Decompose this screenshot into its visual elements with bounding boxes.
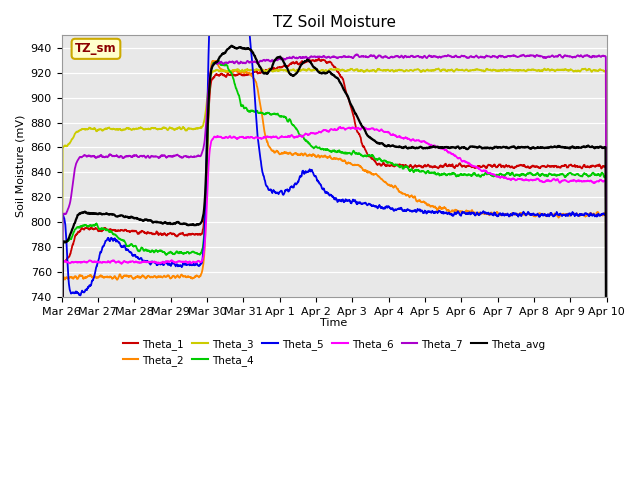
Theta_avg — [228, 43, 236, 48]
Theta_4 — [86, 223, 93, 229]
Theta_7 — [86, 153, 93, 158]
Theta_3 — [323, 68, 330, 74]
Theta_7 — [588, 54, 595, 60]
Theta_2 — [323, 154, 331, 160]
X-axis label: Time: Time — [321, 318, 348, 328]
Theta_avg — [86, 211, 93, 216]
Theta_2 — [86, 273, 93, 279]
Y-axis label: Soil Moisture (mV): Soil Moisture (mV) — [15, 115, 25, 217]
Theta_avg — [588, 144, 595, 150]
Theta_6 — [86, 258, 93, 264]
Line: Theta_avg: Theta_avg — [61, 46, 607, 480]
Theta_6 — [323, 128, 330, 134]
Theta_5 — [86, 283, 93, 288]
Theta_5 — [487, 211, 495, 217]
Theta_5 — [587, 210, 595, 216]
Theta_3 — [86, 125, 93, 131]
Text: TZ_sm: TZ_sm — [75, 42, 116, 55]
Theta_3 — [487, 68, 495, 73]
Theta_7 — [308, 54, 316, 60]
Theta_avg — [308, 62, 316, 68]
Theta_5 — [308, 169, 316, 175]
Theta_2 — [308, 152, 316, 158]
Theta_4 — [487, 172, 495, 178]
Theta_7 — [353, 51, 361, 57]
Theta_5 — [323, 190, 331, 195]
Theta_3 — [588, 68, 595, 74]
Theta_2 — [587, 210, 595, 216]
Theta_1 — [588, 164, 595, 170]
Theta_1 — [308, 57, 316, 63]
Theta_4 — [323, 147, 331, 153]
Theta_avg — [487, 145, 495, 151]
Theta_3 — [435, 66, 442, 72]
Theta_4 — [308, 144, 316, 150]
Theta_3 — [587, 67, 595, 73]
Theta_6 — [588, 178, 595, 184]
Theta_1 — [323, 60, 331, 66]
Theta_avg — [323, 70, 331, 76]
Line: Theta_4: Theta_4 — [61, 60, 607, 480]
Theta_7 — [587, 54, 595, 60]
Theta_3 — [308, 67, 316, 73]
Theta_6 — [487, 171, 495, 177]
Theta_1 — [487, 162, 495, 168]
Line: Theta_6: Theta_6 — [61, 127, 607, 480]
Title: TZ Soil Moisture: TZ Soil Moisture — [273, 15, 396, 30]
Theta_4 — [587, 172, 595, 178]
Theta_7 — [323, 55, 330, 60]
Theta_4 — [588, 172, 595, 178]
Line: Theta_5: Theta_5 — [61, 0, 607, 480]
Theta_6 — [359, 124, 367, 130]
Theta_5 — [588, 211, 595, 216]
Line: Theta_3: Theta_3 — [61, 69, 607, 480]
Legend: Theta_1, Theta_2, Theta_3, Theta_4, Theta_5, Theta_6, Theta_7, Theta_avg: Theta_1, Theta_2, Theta_3, Theta_4, Thet… — [118, 335, 550, 370]
Theta_2 — [212, 58, 220, 64]
Theta_1 — [587, 164, 595, 169]
Line: Theta_1: Theta_1 — [61, 59, 607, 480]
Theta_6 — [308, 130, 316, 136]
Theta_1 — [86, 227, 93, 233]
Line: Theta_2: Theta_2 — [61, 61, 607, 480]
Theta_avg — [587, 144, 595, 150]
Theta_7 — [487, 54, 495, 60]
Theta_4 — [214, 58, 222, 63]
Theta_2 — [588, 211, 595, 216]
Theta_1 — [315, 56, 323, 61]
Theta_2 — [487, 210, 495, 216]
Theta_6 — [587, 178, 595, 183]
Line: Theta_7: Theta_7 — [61, 54, 607, 480]
